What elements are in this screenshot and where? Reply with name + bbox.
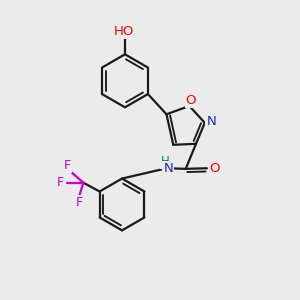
- Text: F: F: [75, 196, 82, 209]
- Text: F: F: [57, 176, 64, 189]
- Text: N: N: [164, 162, 173, 175]
- Text: N: N: [206, 115, 216, 128]
- Text: H: H: [161, 155, 170, 168]
- Text: HO: HO: [113, 25, 134, 38]
- Text: O: O: [186, 94, 196, 107]
- Text: F: F: [64, 158, 71, 172]
- Text: O: O: [209, 162, 220, 175]
